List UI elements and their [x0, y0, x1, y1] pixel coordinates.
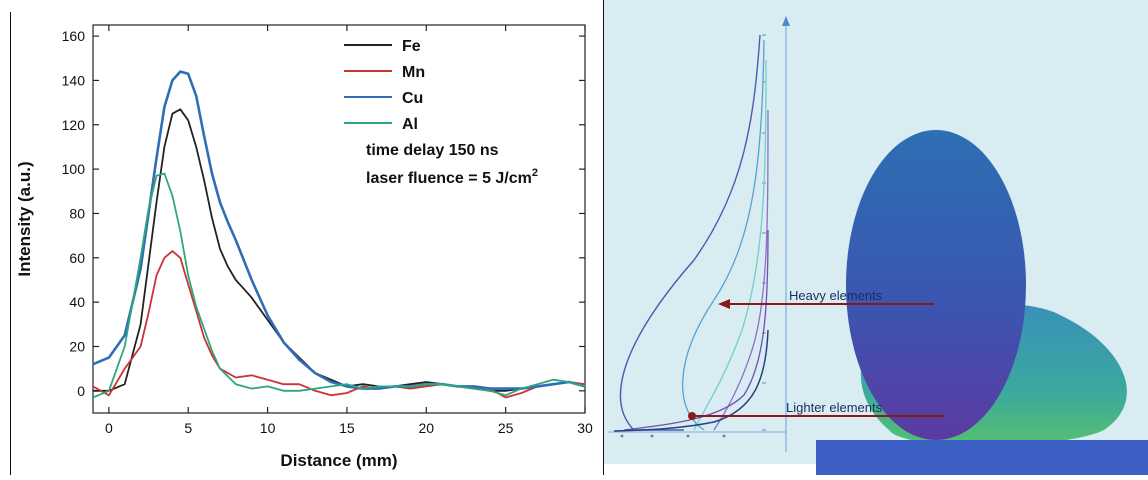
profile-curve-blue — [619, 34, 761, 431]
profile-curve-purple — [623, 229, 769, 431]
diffusion-diagram-panel: Heavy elements Lighter elements — [604, 0, 1148, 475]
legend: Fe Mn Cu Al — [344, 38, 425, 133]
bottom-band — [604, 464, 816, 475]
lighter-arrow-dot-icon — [688, 412, 696, 420]
intensity-chart: 0 5 10 15 20 25 30 0 20 40 60 80 100 120 140 160 Fe Mn Cu… — [15, 24, 593, 470]
y-tick-label: 100 — [62, 161, 86, 177]
axis-arrow-icon — [782, 16, 790, 26]
y-axis-label: Intensity (a.u.) — [15, 161, 34, 276]
x-tick-label: 25 — [498, 420, 514, 436]
x-tick-label: 20 — [419, 420, 435, 436]
legend-label-al: Al — [402, 116, 418, 133]
left-panel-border — [10, 12, 11, 475]
legend-label-cu: Cu — [402, 90, 423, 107]
annotation-laser-fluence: laser fluence = 5 J/cm2 — [366, 167, 538, 187]
heavy-element-plume — [846, 130, 1026, 440]
intensity-chart-panel: 0 5 10 15 20 25 30 0 20 40 60 80 100 120 140 160 Fe Mn Cu… — [15, 24, 593, 470]
profile-curve-dark — [613, 329, 769, 432]
bottom-axis-tick-marks — [620, 434, 726, 438]
y-tick-label: 0 — [77, 383, 85, 399]
series-line-cu — [92, 70, 586, 390]
plume-diagram: Heavy elements Lighter elements — [604, 0, 1148, 475]
annotation-time-delay: time delay 150 ns — [366, 142, 499, 159]
x-tick-label: 30 — [577, 420, 593, 436]
x-axis-label: Distance (mm) — [280, 451, 397, 470]
y-tick-label: 40 — [69, 294, 85, 310]
series-line-al — [92, 172, 586, 399]
legend-label-mn: Mn — [402, 64, 425, 81]
heavy-elements-label: Heavy elements — [789, 288, 883, 303]
y-tick-label: 60 — [69, 250, 85, 266]
x-tick-label: 0 — [105, 420, 113, 436]
heavy-arrow-head-icon — [718, 299, 730, 309]
substrate — [816, 440, 1148, 475]
x-tick-label: 5 — [184, 420, 192, 436]
profile-curve-light-blue — [681, 39, 765, 431]
y-tick-label: 120 — [62, 117, 86, 133]
y-tick-label: 160 — [62, 28, 86, 44]
x-tick-label: 15 — [339, 420, 355, 436]
legend-label-fe: Fe — [402, 38, 421, 55]
lighter-elements-label: Lighter elements — [786, 400, 883, 415]
y-tick-label: 140 — [62, 72, 86, 88]
x-tick-label: 10 — [260, 420, 276, 436]
y-tick-label: 80 — [69, 205, 85, 221]
plot-frame — [92, 24, 586, 414]
y-tick-label: 20 — [69, 338, 85, 354]
